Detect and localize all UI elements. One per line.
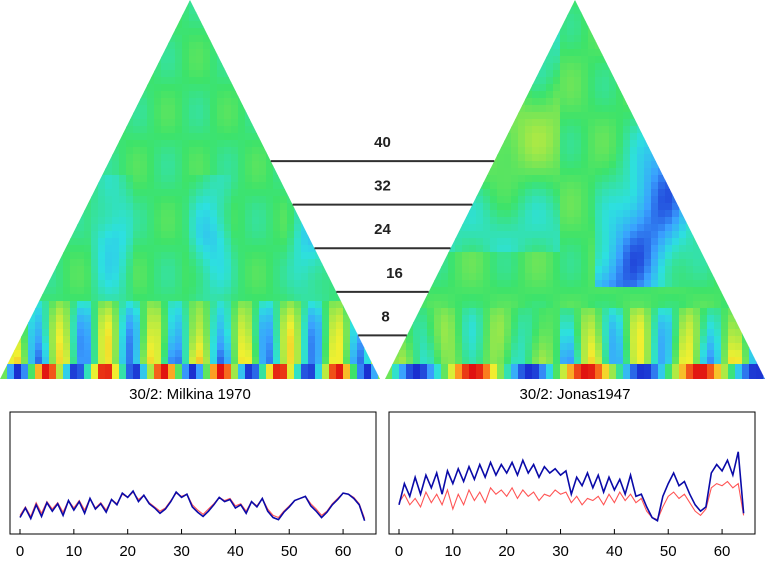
scale-lines: 40 32 24 16 8 <box>270 134 495 337</box>
series-red <box>398 480 745 521</box>
line-plot-jonas: 0 10 20 30 40 50 60 <box>388 411 756 560</box>
scale-label-8: 8 <box>381 308 389 325</box>
x-tick-label: 0 <box>16 543 24 560</box>
scale-label-40: 40 <box>374 134 391 151</box>
heatmap-milkina <box>0 0 380 379</box>
scale-label-32: 32 <box>374 178 391 195</box>
x-tick-label: 60 <box>714 543 731 560</box>
x-tick-label: 40 <box>227 543 244 560</box>
x-tick-label: 0 <box>395 543 403 560</box>
x-tick-label: 20 <box>119 543 136 560</box>
x-tick-label: 40 <box>606 543 623 560</box>
x-tick-label: 30 <box>173 543 190 560</box>
plot-frame-right <box>388 411 756 535</box>
plot-frame-left <box>9 411 377 535</box>
x-tick-label: 30 <box>552 543 569 560</box>
x-tick-label: 20 <box>498 543 515 560</box>
x-tick-label: 10 <box>445 543 462 560</box>
x-tick-label: 60 <box>335 543 352 560</box>
series-blue <box>19 489 366 521</box>
x-tick-label: 10 <box>66 543 83 560</box>
x-tick-label: 50 <box>660 543 677 560</box>
caption-milkina: 30/2: Milkina 1970 <box>129 386 251 403</box>
series-blue <box>398 451 745 522</box>
caption-jonas: 30/2: Jonas1947 <box>520 386 631 403</box>
x-tick-label: 50 <box>281 543 298 560</box>
scale-label-24: 24 <box>374 221 391 238</box>
scale-label-16: 16 <box>386 265 403 282</box>
line-plot-milkina: 0 10 20 30 40 50 60 <box>9 411 377 560</box>
heatmap-jonas <box>385 0 765 379</box>
